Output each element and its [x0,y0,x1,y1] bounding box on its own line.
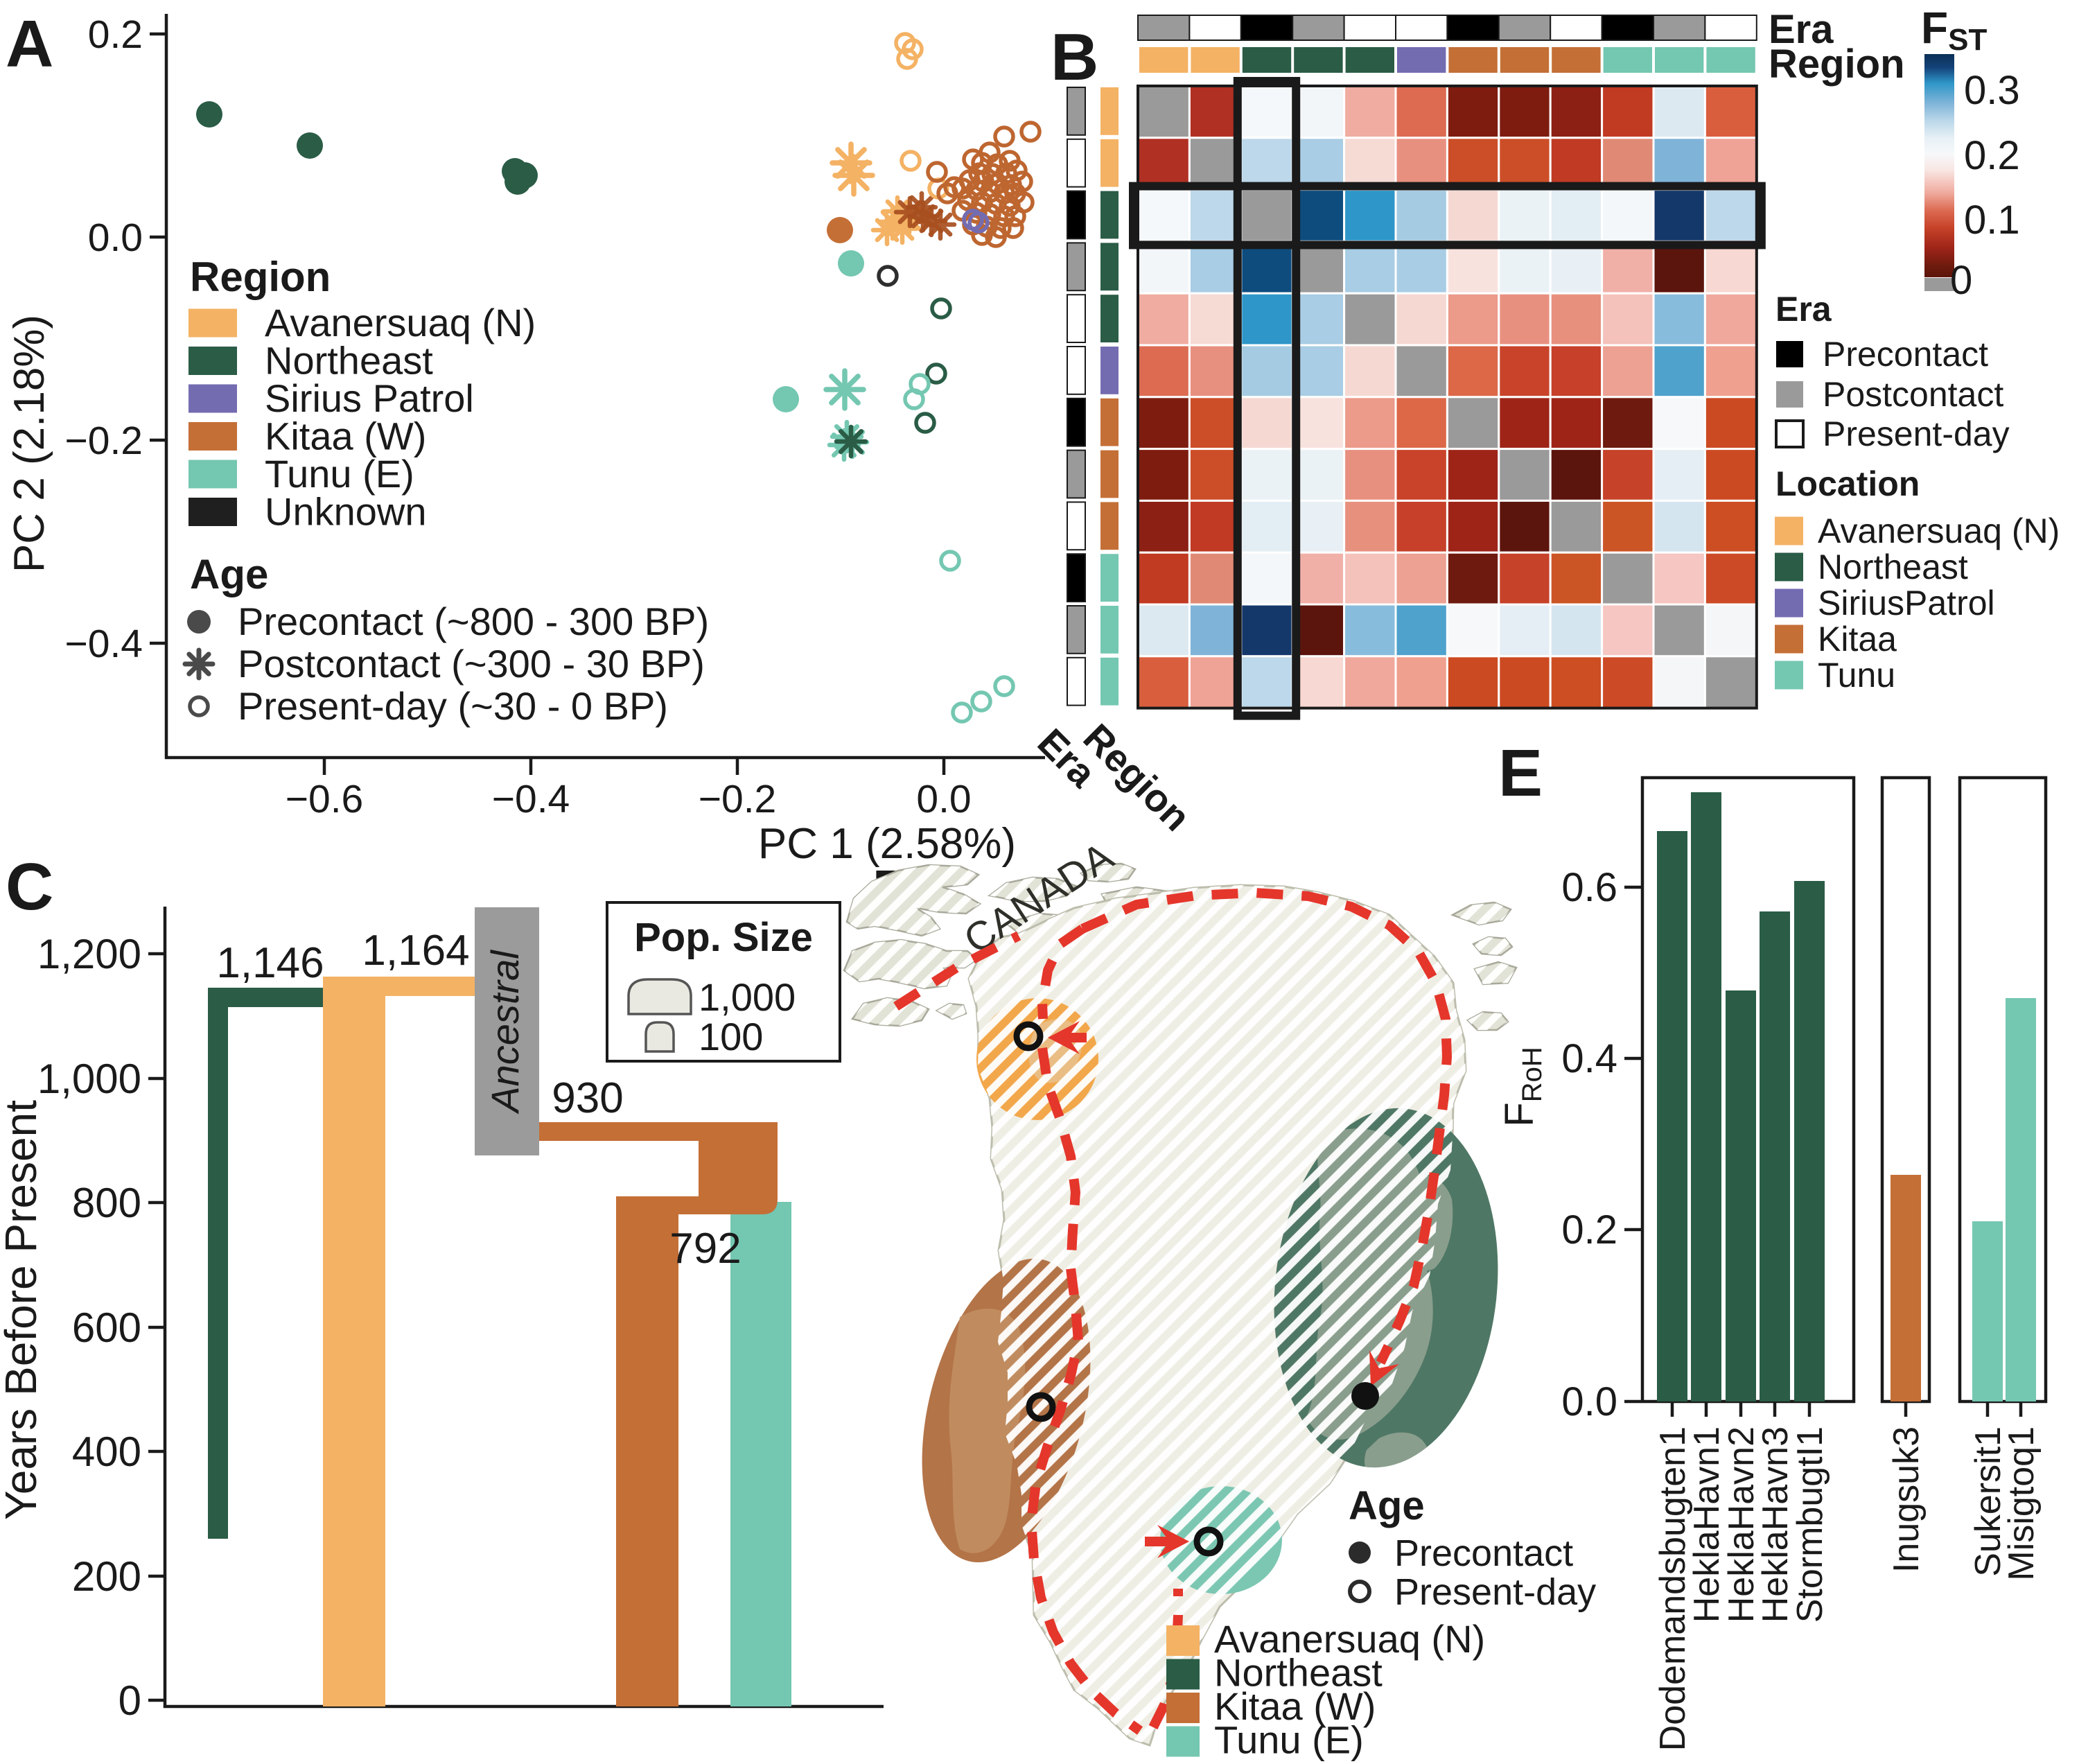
svg-text:Tunu: Tunu [1818,656,1895,695]
svg-text:Precontact (~800 - 300 BP): Precontact (~800 - 300 BP) [238,600,709,643]
svg-text:Postcontact: Postcontact [1823,375,2003,414]
svg-text:HeklaHavn2: HeklaHavn2 [1721,1426,1762,1623]
svg-text:Northeast: Northeast [265,339,433,383]
svg-text:Region: Region [1769,42,1905,87]
svg-text:−0.4: −0.4 [492,777,570,821]
svg-text:E: E [1498,736,1543,810]
svg-text:Precontact: Precontact [1823,335,1988,374]
svg-text:−0.2: −0.2 [699,777,777,821]
svg-text:400: 400 [72,1429,141,1475]
svg-text:600: 600 [72,1304,141,1351]
svg-text:SiriusPatrol: SiriusPatrol [1818,584,1995,622]
svg-text:1,146: 1,146 [216,939,324,987]
svg-text:1,000: 1,000 [699,975,796,1019]
svg-text:−0.2: −0.2 [64,419,143,463]
svg-text:0.1: 0.1 [1964,198,2020,243]
svg-text:Tunu (E): Tunu (E) [265,452,414,496]
svg-text:PC 2 (2.18%): PC 2 (2.18%) [6,315,53,573]
svg-text:Sukersit1: Sukersit1 [1968,1426,2008,1577]
svg-text:Northeast: Northeast [1214,1651,1383,1695]
svg-text:Sirius Patrol: Sirius Patrol [265,376,474,420]
svg-text:1,000: 1,000 [37,1056,141,1102]
svg-text:Dodemandsbugten1: Dodemandsbugten1 [1653,1426,1693,1751]
svg-text:Inugsuk3: Inugsuk3 [1886,1426,1927,1573]
svg-text:930: 930 [552,1074,623,1122]
svg-text:792: 792 [669,1225,741,1273]
svg-text:1,200: 1,200 [37,931,141,977]
svg-text:Present-day: Present-day [1394,1571,1596,1613]
svg-text:Northeast: Northeast [1818,548,1968,586]
svg-text:Present-day (~30 - 0 BP): Present-day (~30 - 0 BP) [238,684,668,728]
svg-text:Misigtoq1: Misigtoq1 [2001,1426,2042,1581]
svg-text:Region: Region [190,254,331,300]
svg-text:Present-day: Present-day [1823,414,2010,453]
svg-text:Era: Era [1769,7,1834,52]
svg-text:StormbugtI1: StormbugtI1 [1790,1426,1830,1623]
svg-text:Avanersuaq (N): Avanersuaq (N) [1818,512,2060,550]
svg-text:0.0: 0.0 [1561,1379,1617,1424]
svg-text:Postcontact (~300 - 30 BP): Postcontact (~300 - 30 BP) [238,642,705,685]
svg-text:Pop. Size: Pop. Size [634,915,813,960]
svg-text:0: 0 [119,1677,141,1724]
svg-text:0: 0 [1950,258,1972,303]
svg-text:B: B [1051,20,1098,94]
svg-text:Ancestral: Ancestral [483,950,527,1115]
svg-text:Kitaa: Kitaa [1818,620,1897,658]
svg-text:Avanersuaq (N): Avanersuaq (N) [1214,1617,1485,1661]
svg-text:Avanersuaq (N): Avanersuaq (N) [265,301,536,344]
svg-text:0.2: 0.2 [1964,133,2020,178]
svg-text:200: 200 [72,1553,141,1600]
svg-text:Era: Era [1775,290,1832,329]
svg-text:0.3: 0.3 [1964,68,2020,113]
svg-text:Kitaa (W): Kitaa (W) [265,414,426,458]
svg-text:Precontact: Precontact [1394,1532,1573,1574]
svg-text:C: C [6,850,53,924]
svg-text:0.0: 0.0 [88,216,143,260]
svg-text:Years Before Present: Years Before Present [0,1100,46,1520]
svg-text:Location: Location [1775,464,1920,503]
svg-text:Kitaa (W): Kitaa (W) [1214,1684,1376,1728]
svg-text:100: 100 [699,1015,763,1058]
svg-text:−0.6: −0.6 [286,777,364,821]
svg-text:Age: Age [190,551,268,597]
svg-text:1,164: 1,164 [362,927,469,975]
svg-text:PC 1 (2.58%): PC 1 (2.58%) [758,820,1016,868]
svg-text:A: A [6,7,53,81]
svg-text:Age: Age [1349,1483,1425,1528]
svg-text:Tunu (E): Tunu (E) [1214,1718,1364,1762]
svg-text:0.4: 0.4 [1561,1036,1617,1081]
svg-text:0.2: 0.2 [88,12,143,57]
svg-text:HeklaHavn1: HeklaHavn1 [1687,1426,1727,1623]
svg-text:0.2: 0.2 [1561,1207,1617,1252]
svg-text:−0.4: −0.4 [64,622,143,666]
svg-text:HeklaHavn3: HeklaHavn3 [1755,1426,1796,1623]
svg-text:Unknown: Unknown [265,490,426,534]
svg-text:0.6: 0.6 [1561,865,1617,910]
svg-text:800: 800 [72,1180,141,1226]
svg-text:0.0: 0.0 [916,777,971,821]
